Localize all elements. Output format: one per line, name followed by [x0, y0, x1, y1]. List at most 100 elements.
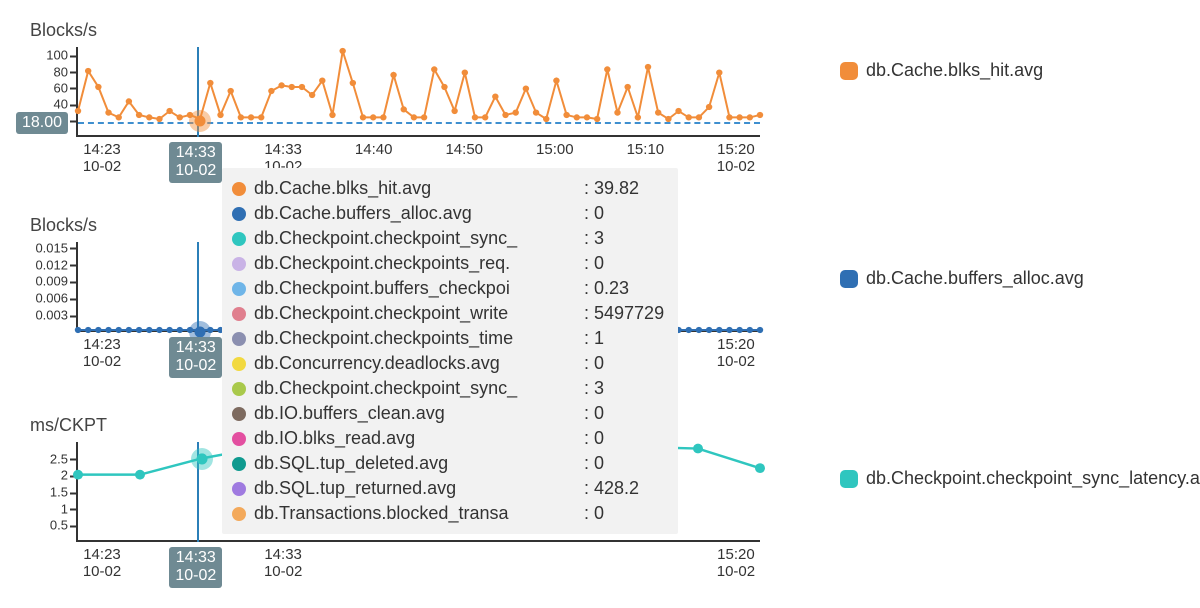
- tooltip-row: db.Checkpoint.checkpoint_sync_: 3: [232, 376, 664, 401]
- tooltip-value: : 0: [584, 503, 604, 524]
- series-marker: [757, 112, 763, 118]
- series-marker: [696, 327, 702, 333]
- tooltip-marker-icon: [232, 232, 246, 246]
- series-marker: [686, 327, 692, 333]
- series-marker: [553, 77, 559, 83]
- tooltip-label: db.Checkpoint.buffers_checkpoi: [254, 278, 584, 299]
- cursor-time-badge: 14:3310-02: [169, 142, 222, 183]
- series-marker: [339, 48, 345, 54]
- y-tick: 0.009: [35, 274, 68, 289]
- tooltip-marker-icon: [232, 182, 246, 196]
- cursor-highlight-inner: [195, 115, 206, 126]
- tooltip-label: db.Transactions.blocked_transa: [254, 503, 584, 524]
- tooltip-row: db.IO.buffers_clean.avg: 0: [232, 401, 664, 426]
- cursor-highlight-inner: [195, 327, 206, 338]
- tooltip-row: db.Cache.blks_hit.avg: 39.82: [232, 176, 664, 201]
- x-tick: 14:2310-02: [78, 141, 126, 176]
- series-marker: [299, 84, 305, 90]
- series-marker: [431, 66, 437, 72]
- tooltip-row: db.Checkpoint.checkpoints_req.: 0: [232, 251, 664, 276]
- legend-item[interactable]: db.Cache.blks_hit.avg: [840, 60, 1043, 81]
- tooltip-value: : 0: [584, 353, 604, 374]
- legend-label: db.Cache.blks_hit.avg: [866, 60, 1043, 81]
- y-tick: 100: [46, 48, 68, 63]
- tooltip-row: db.SQL.tup_returned.avg: 428.2: [232, 476, 664, 501]
- tooltip-value: : 3: [584, 378, 604, 399]
- legend-label: db.Checkpoint.checkpoint_sync_latency.av…: [866, 468, 1200, 489]
- series-marker: [309, 92, 315, 98]
- series-marker: [360, 114, 366, 120]
- series-marker: [329, 112, 335, 118]
- tooltip-label: db.SQL.tup_deleted.avg: [254, 453, 584, 474]
- series-marker: [156, 327, 162, 333]
- series-marker: [166, 108, 172, 114]
- series-marker: [492, 93, 498, 99]
- y-tick: 0.003: [35, 308, 68, 323]
- tooltip-marker-icon: [232, 332, 246, 346]
- legend-item[interactable]: db.Cache.buffers_alloc.avg: [840, 268, 1084, 289]
- y-tick: 0.015: [35, 240, 68, 255]
- series-line: [78, 51, 760, 119]
- tooltip-marker-icon: [232, 407, 246, 421]
- series-marker: [665, 116, 671, 122]
- series-marker: [693, 444, 703, 454]
- series-marker: [105, 109, 111, 115]
- legend-swatch: [840, 62, 858, 80]
- series-marker: [116, 327, 122, 333]
- series-marker: [401, 106, 407, 112]
- x-tick: 14:3310-02: [259, 546, 307, 581]
- y-tick: 0.5: [50, 518, 68, 533]
- y-axis: 0.0030.0060.0090.0120.015: [20, 242, 78, 332]
- tooltip-label: db.Checkpoint.checkpoints_time: [254, 328, 584, 349]
- x-tick: [350, 546, 398, 581]
- tooltip-row: db.Checkpoint.checkpoints_time: 1: [232, 326, 664, 351]
- series-marker: [116, 114, 122, 120]
- x-tick: [440, 546, 488, 581]
- series-marker: [451, 108, 457, 114]
- y-tick: 2: [61, 468, 68, 483]
- cursor-time-badge: 14:3310-02: [169, 337, 222, 378]
- y-tick: 40: [54, 97, 68, 112]
- series-marker: [289, 84, 295, 90]
- tooltip-row: db.SQL.tup_deleted.avg: 0: [232, 451, 664, 476]
- series-marker: [706, 104, 712, 110]
- tooltip-label: db.Checkpoint.checkpoints_req.: [254, 253, 584, 274]
- series-marker: [421, 114, 427, 120]
- x-tick: 14:2310-02: [78, 336, 126, 371]
- series-marker: [635, 114, 641, 120]
- series-marker: [146, 327, 152, 333]
- series-marker: [726, 114, 732, 120]
- series-marker: [502, 112, 508, 118]
- series-marker: [624, 84, 630, 90]
- legend-item[interactable]: db.Checkpoint.checkpoint_sync_latency.av…: [840, 468, 1200, 489]
- y-tick: 0.006: [35, 291, 68, 306]
- legend-label: db.Cache.buffers_alloc.avg: [866, 268, 1084, 289]
- tooltip-marker-icon: [232, 282, 246, 296]
- series-marker: [604, 66, 610, 72]
- tooltip-value: : 428.2: [584, 478, 639, 499]
- series-marker: [706, 327, 712, 333]
- plot-area[interactable]: [78, 47, 760, 137]
- legend-swatch: [840, 470, 858, 488]
- tooltip-label: db.SQL.tup_returned.avg: [254, 478, 584, 499]
- tooltip-label: db.IO.buffers_clean.avg: [254, 403, 584, 424]
- series-marker: [268, 88, 274, 94]
- tooltip-label: db.Checkpoint.checkpoint_sync_: [254, 378, 584, 399]
- tooltip-label: db.IO.blks_read.avg: [254, 428, 584, 449]
- series-marker: [747, 327, 753, 333]
- cursor-time-badge: 14:3310-02: [169, 547, 222, 588]
- tooltip-label: db.Cache.blks_hit.avg: [254, 178, 584, 199]
- tooltip-value: : 0: [584, 203, 604, 224]
- y-tick: 2.5: [50, 451, 68, 466]
- series-marker: [574, 114, 580, 120]
- series-marker: [126, 98, 132, 104]
- series-marker: [523, 85, 529, 91]
- series-marker: [696, 114, 702, 120]
- series-marker: [248, 114, 254, 120]
- series-marker: [513, 109, 519, 115]
- tooltip-value: : 5497729: [584, 303, 664, 324]
- x-tick: 14:2310-02: [78, 546, 126, 581]
- series-marker: [105, 327, 111, 333]
- tooltip-marker-icon: [232, 307, 246, 321]
- series-marker: [146, 114, 152, 120]
